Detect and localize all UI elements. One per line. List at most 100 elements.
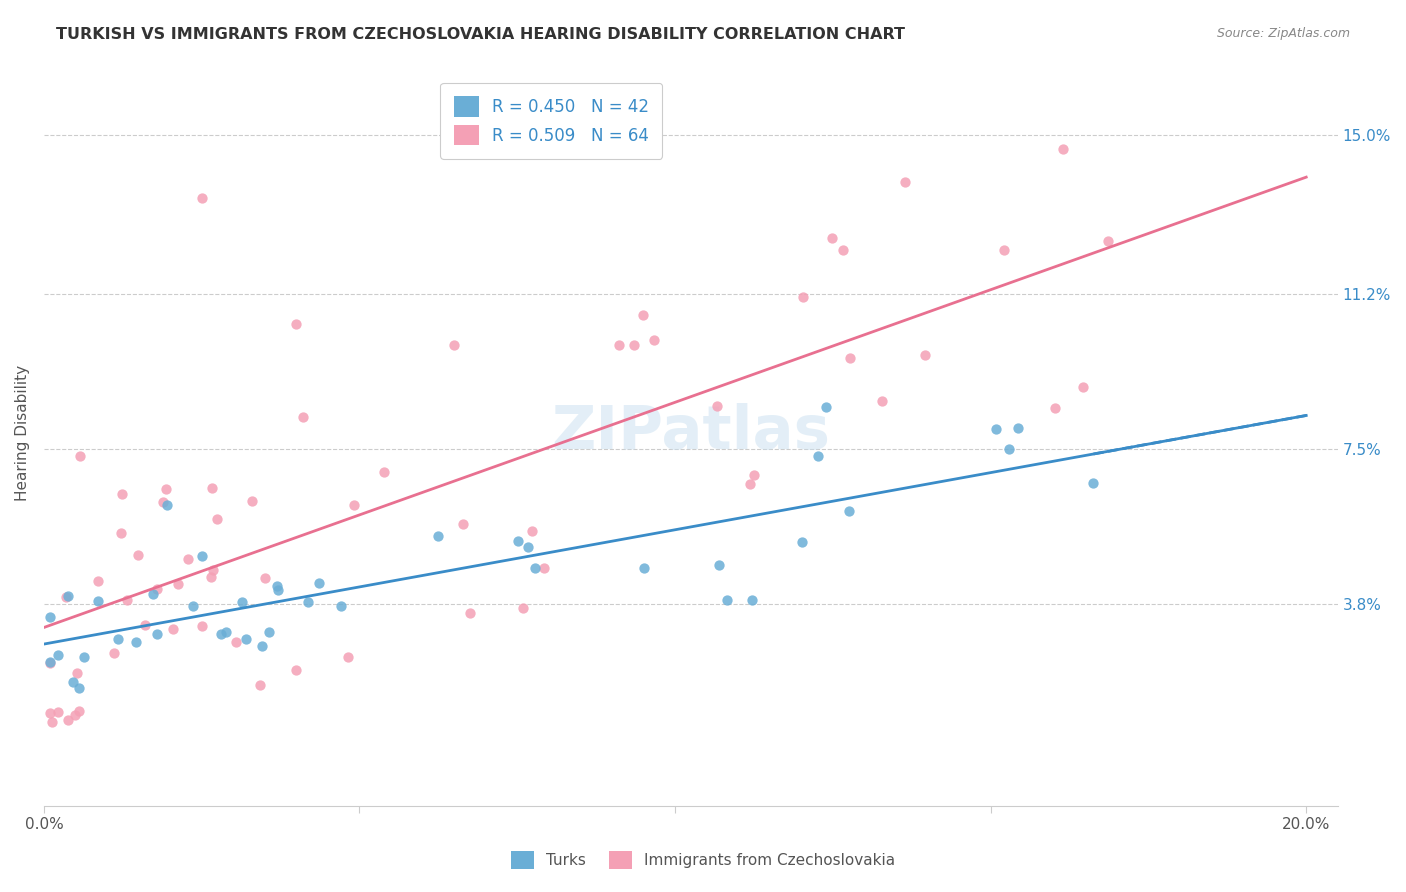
Point xyxy=(250,639,273,653)
Point xyxy=(162,622,184,636)
Point xyxy=(142,587,165,601)
Point xyxy=(191,619,214,633)
Point xyxy=(240,493,263,508)
Point xyxy=(152,495,174,509)
Point xyxy=(110,525,132,540)
Point xyxy=(336,650,359,665)
Point xyxy=(343,498,366,512)
Point xyxy=(87,594,110,608)
Point xyxy=(524,560,547,574)
Point xyxy=(633,308,655,322)
Point xyxy=(156,498,179,512)
Point xyxy=(623,338,645,352)
Point xyxy=(1073,380,1095,394)
Point xyxy=(706,399,728,413)
Point xyxy=(55,590,77,604)
Point xyxy=(41,714,63,729)
Point xyxy=(740,476,762,491)
Point xyxy=(235,632,257,646)
Point xyxy=(984,422,1007,436)
Point xyxy=(330,599,353,613)
Point xyxy=(48,648,70,662)
Point xyxy=(207,512,229,526)
Text: TURKISH VS IMMIGRANTS FROM CZECHOSLOVAKIA HEARING DISABILITY CORRELATION CHART: TURKISH VS IMMIGRANTS FROM CZECHOSLOVAKI… xyxy=(56,27,905,42)
Point xyxy=(166,576,188,591)
Point xyxy=(67,681,90,695)
Point xyxy=(993,243,1015,257)
Point xyxy=(520,524,543,539)
Point xyxy=(146,627,169,641)
Point xyxy=(297,595,319,609)
Point xyxy=(56,589,79,603)
Point xyxy=(127,548,149,562)
Point xyxy=(285,317,308,331)
Point xyxy=(191,549,214,563)
Point xyxy=(308,575,330,590)
Point xyxy=(115,593,138,607)
Point xyxy=(107,632,129,647)
Point xyxy=(716,592,738,607)
Point xyxy=(39,706,62,721)
Point xyxy=(643,334,665,348)
Point xyxy=(209,627,232,641)
Point xyxy=(607,338,630,352)
Point xyxy=(815,401,838,415)
Point xyxy=(215,624,238,639)
Point xyxy=(1097,235,1119,249)
Point xyxy=(533,561,555,575)
Point xyxy=(832,243,855,257)
Point xyxy=(63,707,86,722)
Point xyxy=(202,564,225,578)
Point xyxy=(820,231,842,245)
Point xyxy=(39,655,62,669)
Point xyxy=(111,487,134,501)
Point xyxy=(231,595,253,609)
Point xyxy=(190,191,212,205)
Point xyxy=(872,393,894,408)
Text: ZIPatlas: ZIPatlas xyxy=(551,403,831,462)
Text: Source: ZipAtlas.com: Source: ZipAtlas.com xyxy=(1216,27,1350,40)
Point xyxy=(103,646,125,660)
Point xyxy=(291,410,314,425)
Point xyxy=(200,481,222,495)
Point xyxy=(792,290,814,304)
Point xyxy=(893,176,915,190)
Point xyxy=(506,534,529,549)
Point xyxy=(741,593,763,607)
Legend: Turks, Immigrants from Czechoslovakia: Turks, Immigrants from Czechoslovakia xyxy=(505,845,901,875)
Point xyxy=(516,540,538,554)
Point xyxy=(707,558,730,572)
Point xyxy=(146,582,169,596)
Point xyxy=(125,635,148,649)
Point xyxy=(58,713,80,727)
Point xyxy=(155,482,177,496)
Point xyxy=(1043,401,1066,415)
Point xyxy=(249,678,271,692)
Point xyxy=(1052,142,1074,156)
Point xyxy=(1083,476,1105,491)
Point xyxy=(807,449,830,463)
Point xyxy=(443,337,465,351)
Point xyxy=(914,348,936,362)
Point xyxy=(512,600,534,615)
Point xyxy=(73,650,96,665)
Y-axis label: Hearing Disability: Hearing Disability xyxy=(15,365,30,500)
Point xyxy=(458,607,481,621)
Legend: R = 0.450   N = 42, R = 0.509   N = 64: R = 0.450 N = 42, R = 0.509 N = 64 xyxy=(440,83,662,159)
Point xyxy=(373,466,395,480)
Point xyxy=(39,656,62,670)
Point xyxy=(998,442,1021,456)
Point xyxy=(838,504,860,518)
Point xyxy=(838,351,860,366)
Point xyxy=(225,634,247,648)
Point xyxy=(177,551,200,566)
Point xyxy=(46,706,69,720)
Point xyxy=(266,583,288,598)
Point xyxy=(66,666,89,681)
Point xyxy=(633,561,655,575)
Point xyxy=(259,625,281,640)
Point xyxy=(451,516,474,531)
Point xyxy=(39,610,62,624)
Point xyxy=(200,569,222,583)
Point xyxy=(183,599,205,613)
